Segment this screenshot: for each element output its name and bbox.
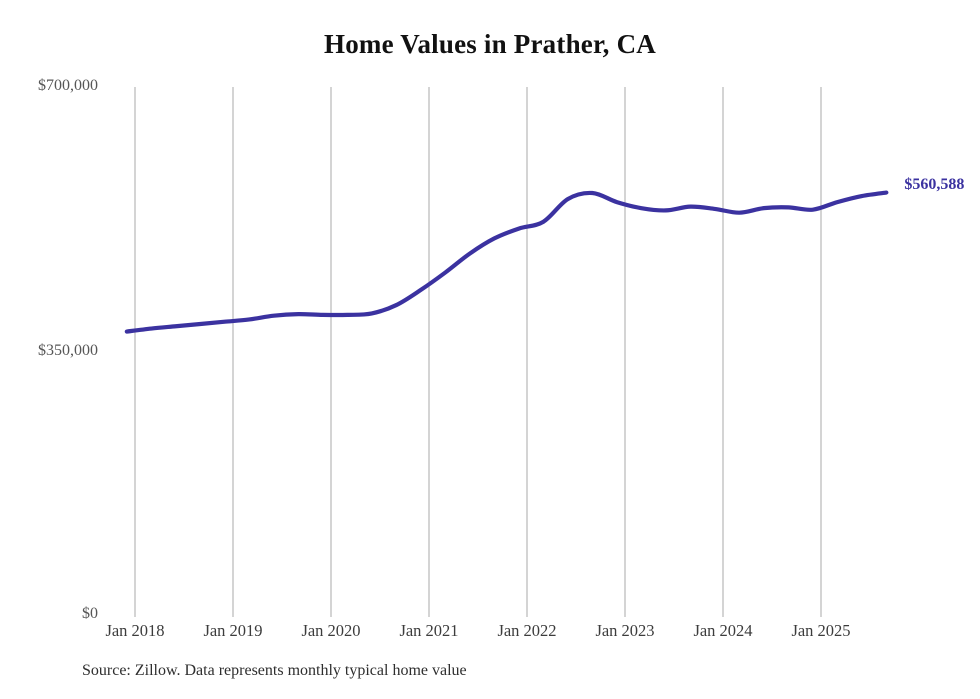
y-axis-tick-label-700000: $700,000 <box>38 77 98 94</box>
chart-title: Home Values in Prather, CA <box>324 29 656 59</box>
x-axis-tick-label: Jan 2021 <box>399 621 459 640</box>
y-axis-tick-label-350000: $350,000 <box>38 342 98 359</box>
gridlines-group <box>134 87 822 617</box>
y-axis-tick-label-0: $0 <box>82 605 98 622</box>
x-axis-tick-label: Jan 2024 <box>693 621 753 640</box>
end-value-label: $560,588 <box>904 175 965 193</box>
x-axis-tick-label: Jan 2018 <box>105 621 165 640</box>
x-axis-tick-label: Jan 2023 <box>595 621 655 640</box>
x-axis-tick-label: Jan 2025 <box>791 621 851 640</box>
x-axis-tick-label: Jan 2022 <box>497 621 557 640</box>
home-value-line <box>124 190 889 334</box>
x-axis-tick-label: Jan 2019 <box>203 621 263 640</box>
source-note: Source: Zillow. Data represents monthly … <box>82 662 467 679</box>
x-axis-tick-label: Jan 2020 <box>301 621 361 640</box>
